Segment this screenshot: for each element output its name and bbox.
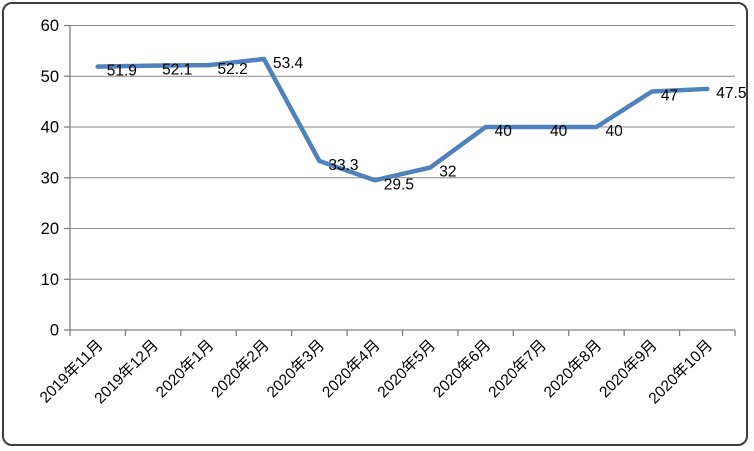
series-line	[95, 56, 710, 183]
data-label: 40	[550, 123, 568, 140]
y-axis-label: 0	[50, 322, 59, 340]
x-axis-label: 2020年7月	[485, 336, 550, 401]
y-axis-label: 40	[41, 119, 59, 137]
x-axis-label: 2020年5月	[374, 336, 439, 401]
data-label: 47	[661, 87, 678, 104]
data-label: 53.4	[273, 55, 304, 72]
x-axis-label: 2020年6月	[429, 336, 494, 401]
y-axis-label: 30	[41, 169, 59, 187]
chart-figure: 0 10 20 30 40 50 60 2019年11月 2019年12月 2020年1月 2020…	[2, 2, 748, 446]
x-axis-label: 2020年1月	[152, 336, 217, 401]
data-label: 33.3	[328, 157, 358, 174]
x-axis-label: 2020年8月	[540, 336, 605, 401]
chart-canvas: 01020304050602019年11月2019年12月2020年1月2020…	[36, 17, 746, 407]
data-label: 52.1	[162, 62, 192, 79]
y-axis-label: 60	[41, 17, 59, 35]
y-axis-label: 10	[41, 271, 59, 289]
data-label: 47.5	[716, 85, 746, 102]
data-label: 29.5	[384, 176, 414, 193]
data-label: 40	[495, 123, 513, 140]
y-axis-label: 20	[41, 220, 59, 238]
data-label: 52.2	[218, 61, 248, 78]
data-label: 32	[439, 164, 456, 181]
x-axis-label: 2020年4月	[318, 336, 383, 401]
y-axis-label: 50	[41, 68, 59, 86]
data-label: 51.9	[107, 63, 137, 80]
data-label: 40	[605, 123, 623, 140]
x-axis-label: 2020年3月	[263, 336, 328, 401]
x-axis-label: 2020年2月	[208, 336, 273, 401]
